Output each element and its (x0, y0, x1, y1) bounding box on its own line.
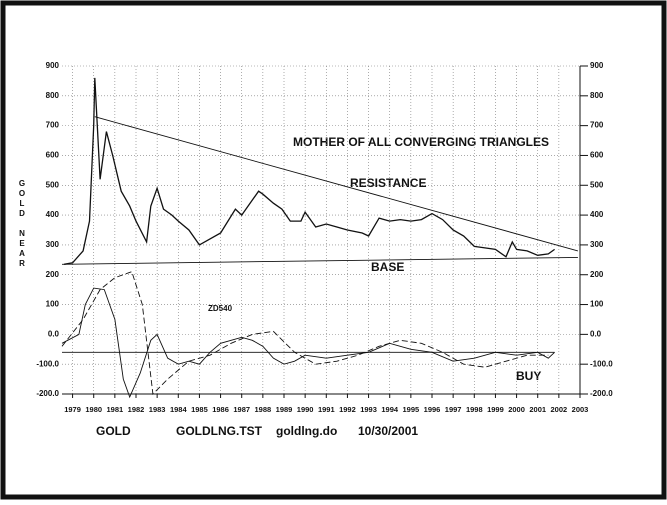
x-tick-label: 2001 (529, 405, 546, 414)
x-tick-label: 1980 (85, 405, 102, 414)
annotation: RESISTANCE (350, 176, 426, 190)
x-tick-label: 2000 (508, 405, 525, 414)
annotation: BASE (371, 260, 404, 274)
x-tick-label: 1991 (318, 405, 335, 414)
y-tick-label: -200.0 (36, 389, 59, 398)
y-tick-label: 600 (590, 151, 604, 160)
x-tick-label: 1982 (128, 405, 145, 414)
x-tick-label: 2002 (551, 405, 568, 414)
y-tick-label: -100.0 (590, 359, 613, 368)
y-tick-label: 300 (46, 240, 60, 249)
annotation: ZD540 (208, 304, 233, 313)
x-tick-label: 1984 (170, 405, 188, 414)
x-tick-label: 1999 (487, 405, 504, 414)
x-tick-label: 1996 (424, 405, 441, 414)
y-tick-label: 400 (46, 210, 60, 219)
y-tick-label: -100.0 (36, 359, 59, 368)
y-tick-label: 600 (46, 151, 60, 160)
x-tick-label: 1997 (445, 405, 462, 414)
y-tick-label: -200.0 (590, 389, 613, 398)
footer-text: GOLD (96, 424, 131, 438)
x-tick-label: 1981 (107, 405, 124, 414)
x-tick-label: 1979 (64, 405, 81, 414)
y-tick-label: 900 (46, 61, 60, 70)
y-tick-label: 900 (590, 61, 604, 70)
y-tick-label: 800 (590, 91, 604, 100)
series-line (94, 116, 579, 252)
y-tick-label: 100 (46, 300, 60, 309)
annotation: MOTHER OF ALL CONVERGING TRIANGLES (293, 135, 549, 149)
x-tick-label: 1998 (466, 405, 483, 414)
y-tick-label: 500 (590, 180, 604, 189)
x-tick-label: 2003 (572, 405, 589, 414)
x-tick-label: 1986 (212, 405, 229, 414)
x-tick-label: 1985 (191, 405, 208, 414)
x-tick-label: 1992 (339, 405, 356, 414)
y-tick-label: 300 (590, 240, 604, 249)
y-tick-label: 700 (46, 121, 60, 130)
y-tick-label: 0.0 (590, 329, 602, 338)
y-tick-label: 100 (590, 300, 604, 309)
x-tick-label: 1988 (255, 405, 272, 414)
x-tick-label: 1993 (360, 405, 377, 414)
footer-text: 10/30/2001 (358, 424, 418, 438)
footer-text: GOLDLNG.TST (176, 424, 263, 438)
y-tick-label: 200 (46, 270, 60, 279)
series-line (61, 271, 549, 395)
y-tick-label: 500 (46, 180, 60, 189)
series-line (61, 287, 555, 399)
x-tick-label: 1989 (276, 405, 293, 414)
footer-text: goldlng.do (276, 424, 337, 438)
y-tick-label: 700 (590, 121, 604, 130)
series-line (63, 77, 555, 265)
series-line (61, 256, 578, 265)
y-tick-label: 800 (46, 91, 60, 100)
x-tick-label: 1994 (381, 405, 399, 414)
y-tick-label: 400 (590, 210, 604, 219)
x-tick-label: 1995 (403, 405, 420, 414)
x-tick-label: 1987 (233, 405, 250, 414)
x-tick-label: 1990 (297, 405, 314, 414)
x-tick-label: 1983 (149, 405, 166, 414)
y-tick-label: 200 (590, 270, 604, 279)
y-tick-label: 0.0 (48, 329, 60, 338)
annotation: BUY (516, 369, 541, 383)
